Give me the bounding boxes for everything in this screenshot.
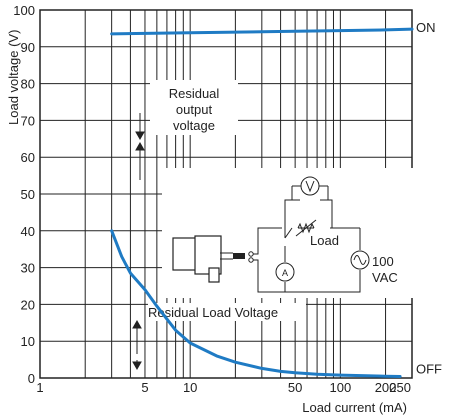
residual-output-label-bg [150, 80, 238, 135]
residual-output-arrow [135, 113, 145, 180]
circuit-wiring [253, 199, 361, 293]
x-tick-label: 10 [183, 380, 197, 395]
series-line-on [110, 27, 414, 36]
ac-source-icon [350, 250, 370, 270]
series-line-off [110, 229, 402, 378]
x-tick-label: 50 [288, 380, 302, 395]
x-tick-label: 250 [389, 380, 411, 395]
series-label-on: ON [416, 20, 436, 35]
y-tick-label: 40 [21, 224, 35, 239]
residual-load-arrow [132, 319, 142, 371]
x-tick-label: 100 [329, 380, 351, 395]
ammeter-icon: A [275, 262, 295, 282]
circuit-load-label: Load [310, 233, 339, 248]
y-tick-label: 30 [21, 261, 35, 276]
circuit-source-line-2: VAC [372, 270, 398, 285]
residual-output-line-3: voltage [173, 118, 215, 133]
svg-text:A: A [282, 268, 288, 278]
residual-load-label-bg [148, 303, 306, 321]
x-tick-label: 5 [141, 380, 148, 395]
y-tick-label: 50 [21, 187, 35, 202]
y-tick-label: 10 [21, 334, 35, 349]
resistor-icon [295, 219, 317, 237]
sensor-icon [172, 235, 254, 283]
x-tick-label: 200 [375, 380, 397, 395]
y-tick-label: 20 [21, 297, 35, 312]
circuit-source-line-1: 100 [372, 254, 394, 269]
circuit-diagram: A Load 100 VAC [162, 168, 418, 298]
y-tick-label: 0 [28, 371, 35, 386]
y-tick-label: 100 [13, 3, 35, 18]
y-tick-label: 60 [21, 150, 35, 165]
y-tick-label: 70 [21, 113, 35, 128]
series-end-labels: ON OFF [416, 20, 442, 376]
residual-load-label: Residual Load Voltage [148, 305, 278, 320]
x-tick-label: 1 [36, 380, 43, 395]
residual-output-line-1: Residual [169, 86, 220, 101]
x-axis-label: Load current (mA) [302, 400, 407, 415]
residual-output-line-2: output [176, 102, 213, 117]
series-layer [110, 27, 414, 378]
voltmeter-icon [291, 176, 329, 200]
y-axis-label: Load voltage (V) [6, 30, 21, 125]
y-tick-label: 90 [21, 40, 35, 55]
series-label-off: OFF [416, 362, 442, 377]
y-tick-label: 80 [21, 77, 35, 92]
